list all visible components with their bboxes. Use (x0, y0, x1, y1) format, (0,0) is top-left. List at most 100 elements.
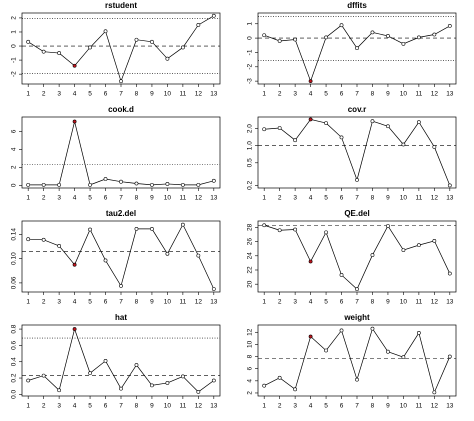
y-tick-label: 22 (247, 266, 254, 274)
data-point (262, 383, 267, 388)
data-point (370, 119, 375, 124)
x-tick-label: 5 (88, 403, 92, 410)
x-tick-label: 5 (324, 91, 328, 98)
x-tick-label: 1 (262, 195, 266, 202)
data-point (308, 334, 313, 339)
x-tick-label: 6 (340, 403, 344, 410)
data-point (180, 374, 185, 379)
x-tick-label: 1 (26, 195, 30, 202)
y-tick-label: 28 (247, 223, 254, 231)
data-point (88, 227, 92, 232)
x-tick-label: 6 (104, 403, 108, 410)
x-tick-label: 1 (26, 299, 30, 306)
x-tick-label: 1 (26, 403, 30, 410)
plot-frame (257, 220, 457, 293)
data-point (196, 182, 201, 187)
data-point (26, 39, 31, 44)
plot-frame (21, 220, 221, 293)
y-tick-label: 0.2 (11, 373, 18, 382)
y-tick-label: 26 (247, 238, 254, 246)
panel-title: cook.d (108, 105, 134, 114)
y-tick-label: 0.8 (11, 324, 18, 333)
data-point (370, 326, 375, 331)
data-point (401, 355, 406, 360)
x-tick-label: 7 (119, 403, 123, 410)
data-point (72, 327, 77, 331)
data-line (28, 327, 215, 393)
x-tick-label: 9 (386, 91, 390, 98)
data-point (447, 271, 452, 276)
x-tick-label: 5 (324, 195, 328, 202)
y-tick-label: -2 (11, 71, 18, 77)
x-tick-label: 12 (195, 195, 203, 202)
data-point (196, 390, 201, 394)
x-tick-label: 12 (195, 403, 203, 410)
data-point (165, 381, 170, 385)
data-point (165, 251, 170, 256)
data-point (41, 373, 46, 378)
data-point (57, 243, 62, 248)
panel-title: cov.r (348, 105, 367, 114)
data-point (165, 182, 170, 186)
data-point (211, 13, 216, 18)
plot-frame (257, 116, 457, 189)
x-tick-label: 7 (355, 195, 359, 202)
x-tick-label: 12 (195, 299, 203, 306)
x-tick-label: 2 (42, 195, 46, 202)
data-point (339, 328, 344, 333)
data-point (324, 35, 328, 40)
x-tick-label: 7 (119, 299, 123, 306)
x-tick-label: 6 (104, 91, 108, 98)
x-tick-label: 12 (431, 195, 439, 202)
y-tick-label: 1.0 (247, 141, 254, 150)
x-tick-label: 11 (416, 403, 423, 410)
x-tick-label: 12 (431, 91, 439, 98)
y-tick-label: 0.6 (11, 341, 18, 350)
data-point (211, 378, 216, 383)
data-point (416, 120, 421, 125)
x-tick-label: 13 (446, 195, 454, 202)
data-point (41, 182, 46, 187)
data-point (308, 117, 313, 122)
x-tick-label: 11 (180, 403, 187, 410)
data-point (26, 237, 31, 242)
x-tick-label: 3 (57, 299, 61, 306)
x-tick-label: 3 (293, 195, 297, 202)
x-tick-label: 3 (293, 403, 297, 410)
x-tick-label: 10 (400, 299, 408, 306)
data-point (88, 45, 92, 50)
data-point (41, 237, 46, 242)
x-tick-label: 3 (293, 91, 297, 98)
data-point (293, 227, 298, 232)
x-tick-label: 7 (355, 299, 359, 306)
y-tick-label: 6 (11, 129, 18, 133)
data-point (180, 222, 185, 227)
x-tick-label: 10 (164, 299, 172, 306)
x-tick-label: 10 (164, 91, 172, 98)
y-tick-label: 2 (11, 165, 18, 169)
x-tick-label: 2 (42, 299, 46, 306)
data-point (262, 33, 267, 38)
y-tick-label: -1 (11, 57, 18, 63)
data-point (386, 349, 390, 354)
x-tick-label: 1 (262, 91, 266, 98)
data-point (355, 287, 359, 292)
data-point (277, 39, 282, 43)
data-point (196, 253, 201, 258)
data-point (134, 181, 139, 186)
data-point (103, 29, 108, 34)
data-point (134, 363, 139, 367)
x-tick-label: 13 (446, 403, 454, 410)
x-tick-label: 4 (309, 403, 313, 410)
panel-title: tau2.del (106, 209, 136, 218)
y-tick-label: 0.06 (11, 276, 18, 289)
data-point (447, 183, 452, 188)
x-tick-label: 10 (400, 91, 408, 98)
x-tick-label: 5 (324, 403, 328, 410)
x-tick-label: 9 (150, 195, 154, 202)
data-point (355, 377, 359, 382)
x-tick-label: 4 (73, 403, 77, 410)
x-tick-label: 7 (119, 91, 123, 98)
x-tick-label: 6 (104, 195, 108, 202)
data-point (355, 177, 359, 182)
